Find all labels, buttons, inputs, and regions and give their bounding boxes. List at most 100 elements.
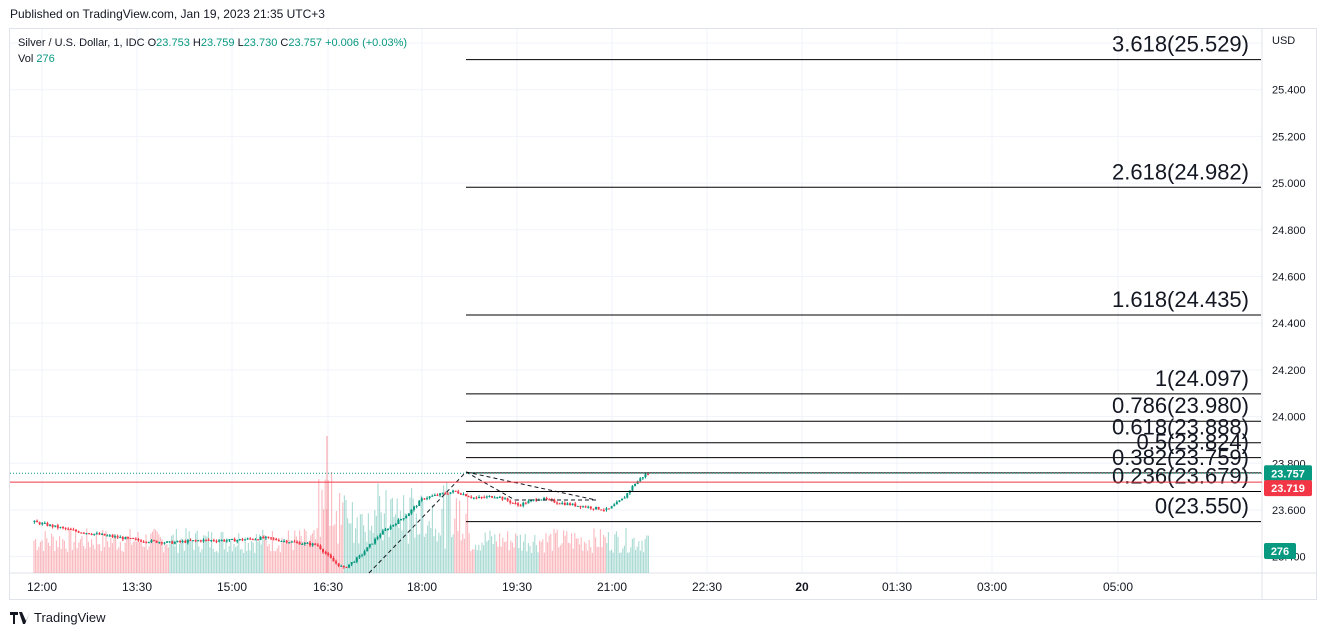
candle-body (238, 539, 241, 541)
x-tick-label: 19:30 (502, 580, 532, 594)
volume-bar (527, 543, 529, 573)
volume-bar (391, 497, 393, 573)
candle-body (623, 497, 626, 499)
candle-body (272, 538, 275, 540)
candle-body (426, 498, 429, 500)
volume-bar (84, 548, 86, 573)
volume-bar (227, 551, 229, 573)
candle-body (332, 557, 335, 562)
volume-line: Vol 276 (18, 51, 407, 67)
volume-bar (635, 550, 637, 573)
footer-brand[interactable]: TradingView (10, 610, 106, 625)
volume-bar (351, 502, 353, 573)
candle-body (54, 525, 57, 527)
candle-body (189, 540, 192, 542)
candle-body (103, 533, 106, 536)
symbol-label[interactable]: Silver / U.S. Dollar, 1, IDC (18, 37, 145, 49)
fib-levels: 3.618(25.529) 2.618(24.982) 1.618(24.435) 1… (466, 32, 1261, 523)
volume-bar (473, 549, 475, 573)
candle-body (407, 513, 410, 517)
volume-bar (625, 528, 627, 573)
volume-bar (190, 538, 192, 573)
candle-body (124, 537, 127, 540)
volume-bar (158, 534, 160, 573)
volume-bar (71, 549, 73, 573)
volume-bar (222, 531, 224, 573)
candle-body (85, 533, 88, 535)
open-value: 23.753 (156, 37, 190, 49)
volume-bar (129, 529, 131, 573)
candle-body (368, 544, 371, 548)
candle-body (410, 509, 413, 514)
candle-body (95, 533, 98, 535)
candle-body (267, 536, 270, 538)
volume-bar (486, 541, 488, 573)
volume-bar (550, 533, 552, 573)
volume-bar (193, 549, 195, 573)
candle-body (116, 536, 119, 538)
volume-bar (505, 541, 507, 573)
volume-bar (476, 550, 478, 573)
volume-bar (495, 541, 497, 573)
volume-bar (79, 539, 81, 573)
volume-bar (503, 542, 505, 573)
last-price-tag-text: 23.757 (1271, 468, 1305, 480)
candle-body (610, 506, 613, 509)
volume-bar (431, 505, 433, 573)
volume-bar (412, 498, 414, 573)
volume-tag-bg (1264, 543, 1296, 559)
volume-bar (44, 531, 46, 573)
volume-bar (460, 540, 462, 573)
volume-bar (340, 524, 342, 573)
volume-bar (164, 544, 166, 573)
candle-body (59, 527, 62, 529)
candle-body (98, 533, 101, 535)
candle-body (168, 541, 171, 543)
candle-body (413, 506, 416, 510)
published-text: Published on TradingView.com, Jan 19, 20… (10, 7, 325, 21)
volume-bar (489, 530, 491, 573)
volume-bar (259, 534, 261, 573)
volume-bar (335, 511, 337, 573)
volume-bar (454, 518, 456, 573)
ohlc-line: Silver / U.S. Dollar, 1, IDC O23.753 H23… (18, 35, 407, 51)
candle-body (501, 496, 504, 500)
candle-body (132, 538, 135, 540)
candle-body (384, 529, 387, 531)
volume-label[interactable]: Vol (18, 53, 34, 65)
volume-bar (439, 535, 441, 573)
candle-body (631, 485, 634, 491)
candle-body (571, 503, 574, 506)
volume-bar (177, 552, 179, 573)
candle-body (530, 500, 533, 502)
volume-bar (217, 552, 219, 573)
volume-bar (540, 541, 542, 573)
candle-body (441, 493, 444, 495)
candle-body (171, 541, 174, 544)
volume-bar (273, 550, 275, 573)
candle-body (597, 506, 600, 510)
candle-body (387, 529, 390, 531)
candle-body (514, 503, 517, 505)
volume-bar (390, 499, 392, 573)
candle-body (475, 497, 478, 499)
candle-body (90, 533, 93, 535)
volume-bar (105, 530, 107, 573)
candle-body (244, 539, 247, 541)
volume-bar (201, 549, 203, 573)
volume-bar (233, 544, 235, 573)
volume-bar (593, 528, 595, 573)
candle-body (444, 493, 447, 495)
candle-body (249, 538, 252, 540)
volume-bar (238, 533, 240, 573)
volume-bar (228, 546, 230, 573)
volume-bar (452, 534, 454, 573)
volume-bar (607, 531, 609, 573)
volume-bar (215, 550, 217, 573)
x-tick-label: 15:00 (217, 580, 247, 594)
volume-bar (51, 533, 53, 573)
volume-bar (302, 541, 304, 573)
volume-bar (246, 550, 248, 573)
x-axis-labels: 12:00 13:30 15:00 16:30 18:00 19:30 21:00 22:30… (27, 580, 1133, 594)
